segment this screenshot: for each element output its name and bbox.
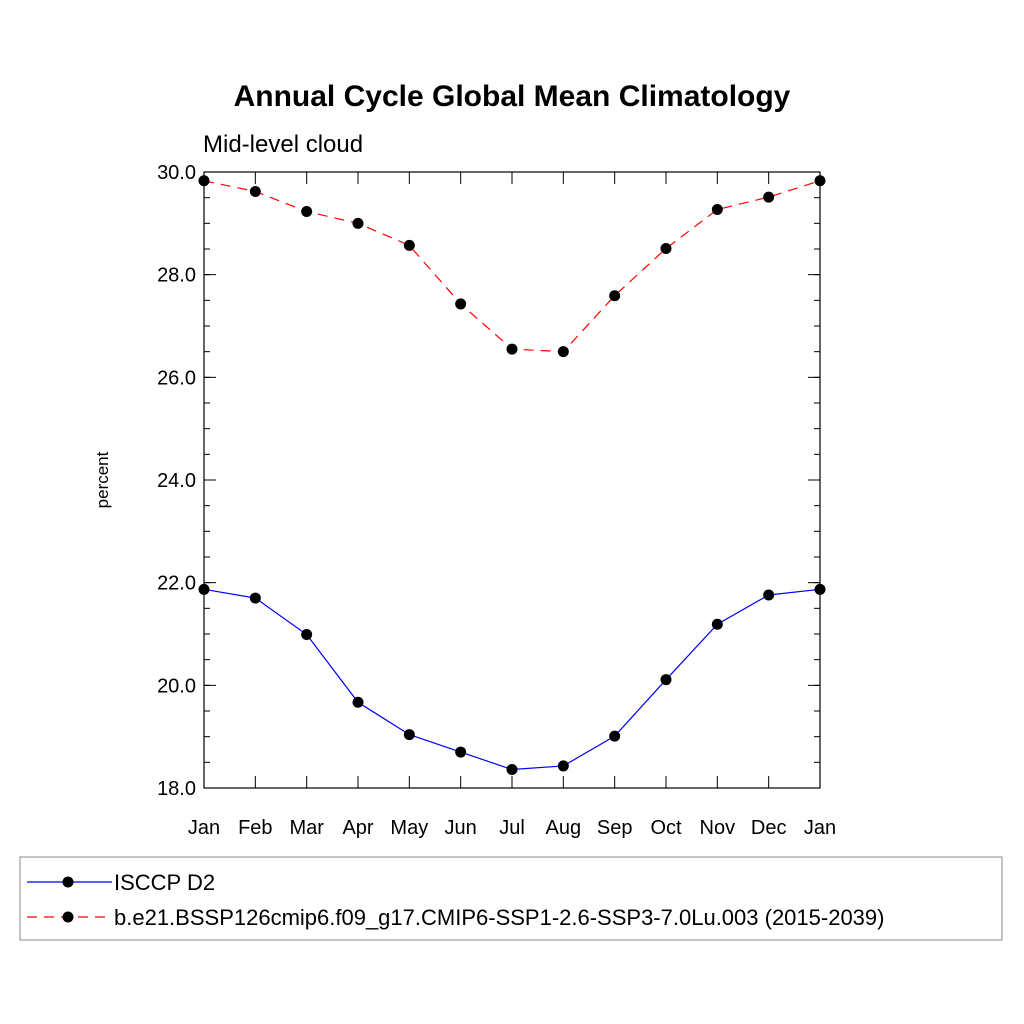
y-tick-label: 26.0: [157, 367, 196, 389]
legend-marker: [62, 911, 74, 923]
y-tick-label: 18.0: [157, 778, 196, 800]
data-point: [609, 730, 621, 742]
data-point: [352, 217, 364, 229]
y-tick-label: 24.0: [157, 470, 196, 492]
data-point: [455, 298, 467, 310]
legend: ISCCP D2 b.e21.BSSP126cmip6.f09_g17.CMIP6…: [19, 856, 1003, 941]
data-point: [249, 592, 261, 604]
x-tick-label: Apr: [342, 817, 373, 839]
y-axis-label: percent: [93, 451, 112, 508]
data-point: [763, 191, 775, 203]
data-point: [609, 290, 621, 302]
data-point: [711, 618, 723, 630]
data-point: [403, 239, 415, 251]
x-tick-label: Dec: [751, 817, 787, 839]
plot-frame: [203, 171, 821, 789]
data-point: [711, 203, 723, 215]
data-point: [557, 346, 569, 358]
x-tick-label: May: [390, 817, 428, 839]
data-point: [301, 629, 313, 641]
x-tick-label: Jul: [499, 817, 525, 839]
data-point: [403, 729, 415, 741]
legend-label: ISCCP D2: [114, 870, 215, 895]
data-point: [763, 589, 775, 601]
y-tick-label: 30.0: [157, 162, 196, 184]
data-point: [660, 242, 672, 254]
x-tick-label: Jan: [188, 817, 220, 839]
x-tick-label: Sep: [597, 817, 633, 839]
axis-ticks: 18.0 20.0 22.0 24.0 26.0 28.0 30.0 Jan Feb Mar Apr…: [157, 162, 836, 839]
data-point: [249, 186, 261, 198]
x-tick-label: Oct: [650, 817, 682, 839]
x-tick-label: Mar: [289, 817, 324, 839]
data-point: [660, 674, 672, 686]
x-tick-label: Nov: [700, 817, 736, 839]
data-point: [455, 746, 467, 758]
chart-title: Annual Cycle Global Mean Climatology: [234, 80, 791, 113]
series-line: [203, 180, 821, 353]
legend-label: b.e21.BSSP126cmip6.f09_g17.CMIP6-SSP1-2.…: [114, 905, 884, 930]
x-tick-label: Feb: [238, 817, 272, 839]
x-tick-label: Aug: [546, 817, 582, 839]
chart-subtitle: Mid-level cloud: [203, 131, 363, 158]
data-point: [557, 760, 569, 772]
legend-box: [19, 856, 1003, 941]
legend-marker: [62, 876, 74, 888]
data-point: [506, 343, 518, 355]
series-line: [203, 588, 821, 771]
data-point: [352, 696, 364, 708]
series-layer: [198, 175, 826, 776]
x-tick-label: Jan: [804, 817, 836, 839]
data-point: [506, 764, 518, 776]
data-point: [301, 206, 313, 218]
y-tick-label: 22.0: [157, 573, 196, 595]
y-tick-label: 28.0: [157, 265, 196, 287]
x-tick-label: Jun: [445, 817, 477, 839]
y-tick-label: 20.0: [157, 675, 196, 697]
